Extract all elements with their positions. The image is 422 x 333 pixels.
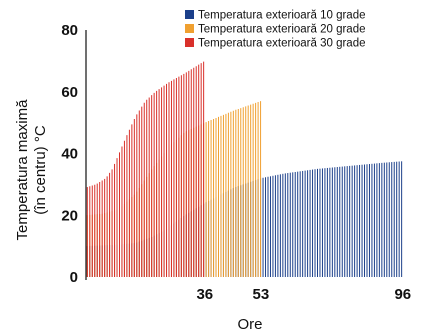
legend-label: Temperatura exterioară 10 grade <box>198 10 366 22</box>
x-tick-label: 36 <box>196 286 213 303</box>
legend-label: Temperatura exterioară 20 grade <box>198 24 366 36</box>
bars-layer <box>86 61 403 277</box>
x-tick-label: 96 <box>394 286 411 303</box>
y-axis-title-line-1: Temperatura maximă <box>14 99 31 241</box>
y-axis-title: Temperatura maximă (în centru) °C <box>14 99 49 241</box>
y-tick-label: 20 <box>61 207 78 224</box>
legend-swatch <box>185 38 194 47</box>
legend-swatch <box>185 24 194 33</box>
x-axis-title: Ore <box>237 316 262 333</box>
y-axis-title-line-2: (în centru) °C <box>32 125 49 215</box>
series-3-bars <box>86 61 205 277</box>
x-tick-labels: 36 53 96 <box>196 286 411 303</box>
x-tick-label: 53 <box>253 286 270 303</box>
legend-label: Temperatura exterioară 30 grade <box>198 38 366 50</box>
legend-swatch <box>185 10 194 19</box>
y-tick-label: 60 <box>61 84 78 101</box>
y-tick-label: 40 <box>61 146 78 163</box>
legend: Temperatura exterioară 10 grade Temperatu… <box>185 10 366 50</box>
y-tick-labels: 0 20 40 60 80 <box>61 22 78 286</box>
y-tick-label: 0 <box>70 269 78 286</box>
y-tick-label: 80 <box>61 22 78 39</box>
